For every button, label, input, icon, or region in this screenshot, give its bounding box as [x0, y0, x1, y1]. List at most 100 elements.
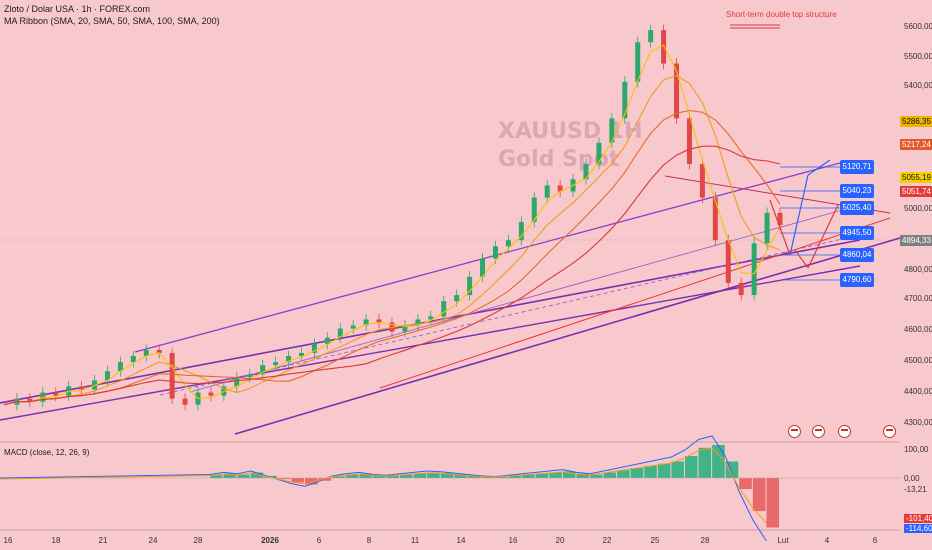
candle-body: [777, 212, 783, 225]
macd-histogram-bar: [752, 478, 766, 511]
price-tick: 5000,00: [904, 204, 932, 213]
macd-histogram-bar: [590, 474, 603, 478]
candle-body: [583, 164, 589, 180]
symbol-title: Zloto / Dolar USA · 1h · FOREX.com: [4, 4, 151, 14]
candle-body: [686, 118, 692, 165]
trend-line: [0, 239, 861, 404]
macd-histogram-bar: [467, 475, 481, 478]
moving-average-line: [3, 109, 781, 406]
signal-line: [0, 447, 767, 524]
macd-histogram-bar: [400, 474, 413, 478]
trend-line: [0, 265, 861, 421]
macd-histogram-bar: [291, 478, 304, 483]
macd-histogram-bar: [345, 474, 359, 478]
candle-body: [699, 164, 705, 198]
macd-histogram-bar: [386, 475, 399, 478]
price-tag: 5055,19: [900, 172, 932, 183]
trend-line: [234, 237, 901, 435]
candle-body: [712, 197, 718, 241]
macd-histogram-bar: [739, 478, 752, 489]
us-flag-icon[interactable]: [838, 425, 851, 438]
level-label[interactable]: 5120,71: [840, 160, 874, 174]
level-label[interactable]: 5025,40: [840, 201, 874, 215]
price-tag: 5051,74: [900, 186, 932, 197]
date-tick: 25: [650, 536, 660, 545]
macd-histogram-bar: [413, 473, 427, 478]
level-label[interactable]: 4860,04: [840, 248, 874, 262]
candle-body: [324, 337, 330, 344]
macd-histogram-bar: [698, 447, 712, 478]
macd-histogram-bar: [332, 476, 345, 478]
candle-body: [169, 352, 175, 399]
date-tick: Lut: [777, 536, 789, 545]
macd-histogram-bar: [712, 445, 725, 478]
candle-body: [311, 343, 317, 353]
candle-body: [492, 246, 498, 259]
date-tick: 20: [555, 536, 565, 545]
candle-body: [557, 185, 563, 192]
trend-line: [379, 217, 891, 389]
macd-histogram-bar: [657, 463, 671, 478]
candle-body: [286, 355, 292, 363]
macd-line: [0, 435, 767, 542]
price-tick: 4500,00: [904, 356, 932, 365]
macd-histogram-bar: [630, 468, 644, 478]
date-tick: 6: [872, 536, 878, 545]
price-tick: 5500,00: [904, 52, 932, 61]
date-tick: 16: [3, 536, 13, 545]
candle-body: [363, 319, 369, 326]
us-flag-icon[interactable]: [812, 425, 825, 438]
candle-body: [518, 221, 524, 241]
level-label[interactable]: 4790,60: [840, 273, 874, 287]
watermark-line1: XAUUSD 1H: [498, 119, 643, 144]
date-tick: 11: [410, 536, 420, 545]
candle-body: [751, 243, 757, 296]
macd-histogram-bar: [454, 474, 467, 478]
chart-header: Zloto / Dolar USA · 1h · FOREX.com MA Ri…: [4, 3, 220, 27]
candle-body: [27, 398, 33, 402]
macd-histogram-bar: [576, 473, 589, 478]
projection-arrow: [789, 174, 809, 256]
candle-body: [208, 392, 214, 396]
candle-body: [661, 30, 667, 64]
macd-histogram-bar: [440, 473, 454, 478]
candle-body: [117, 362, 123, 372]
candle-body: [738, 282, 744, 296]
candle-body: [156, 349, 162, 353]
price-tick: 4800,00: [904, 265, 932, 274]
us-flag-icon[interactable]: [883, 425, 896, 438]
macd-histogram-bar: [766, 478, 779, 528]
candle-body: [337, 328, 343, 338]
level-label[interactable]: 5040,23: [840, 184, 874, 198]
date-tick: 18: [51, 536, 61, 545]
candle-body: [182, 398, 188, 405]
price-tag: 5217,24: [900, 139, 932, 150]
candle-body: [298, 352, 304, 356]
date-tick: 2026: [261, 536, 279, 545]
candle-body: [402, 325, 408, 332]
candle-body: [648, 30, 654, 43]
macd-histogram-bar: [562, 471, 576, 478]
projection-arrow: [807, 204, 839, 269]
macd-tick: -101,40: [904, 514, 932, 523]
macd-histogram-bar: [250, 472, 264, 478]
candle-body: [454, 295, 460, 302]
candle-body: [596, 142, 602, 165]
macd-histogram-bar: [223, 473, 237, 478]
macd-histogram-bar: [617, 470, 630, 478]
macd-histogram-bar: [277, 478, 291, 480]
macd-histogram-bar: [644, 465, 657, 478]
macd-histogram-bar: [495, 476, 508, 478]
trend-line: [189, 204, 861, 393]
us-flag-icon[interactable]: [788, 425, 801, 438]
candle-body: [505, 240, 511, 247]
moving-average-line: [3, 145, 781, 406]
candle-body: [260, 365, 266, 375]
candle-body: [104, 371, 110, 381]
price-tag: 5286,35: [900, 116, 932, 127]
date-tick: 24: [148, 536, 158, 545]
candle-body: [273, 362, 279, 366]
double-top-annotation: Short-term double top structure: [726, 10, 837, 19]
level-label[interactable]: 4945,50: [840, 226, 874, 240]
